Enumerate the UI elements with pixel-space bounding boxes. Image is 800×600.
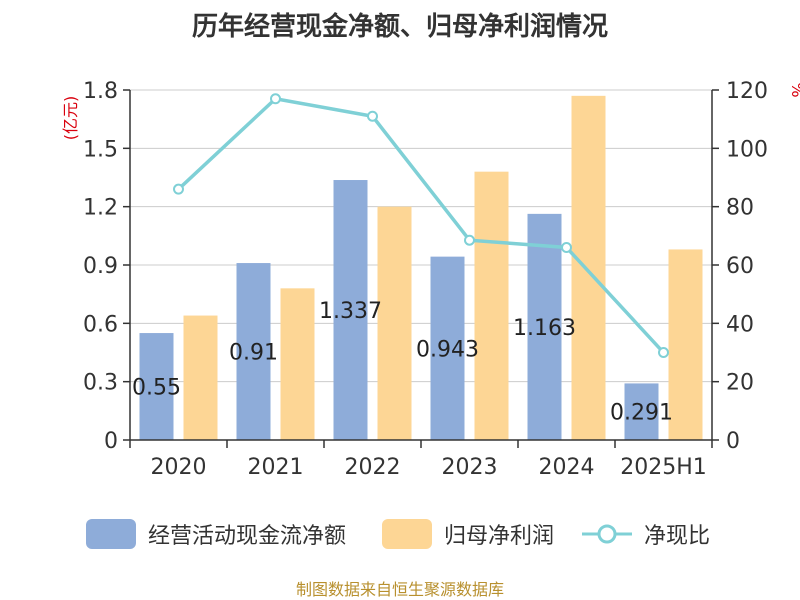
- y-right-tick-label: 80: [726, 196, 754, 221]
- y-left-tick-label: 1.8: [83, 79, 118, 104]
- data-label-cashflow: 1.337: [319, 299, 382, 324]
- y-left-tick-label: 0.9: [83, 254, 118, 279]
- y-right-tick-label: 20: [726, 371, 754, 396]
- y-left-tick-label: 0.3: [83, 371, 118, 396]
- chart-title: 历年经营现金净额、归母净利润情况: [191, 12, 608, 42]
- y-left-tick-label: 1.2: [83, 196, 118, 221]
- legend-item-profit[interactable]: 归母净利润: [382, 512, 554, 556]
- ratio-point: [561, 242, 572, 253]
- legend-label-ratio: 净现比: [644, 524, 711, 549]
- ratio-point: [173, 183, 184, 195]
- y-right-tick-label: 40: [726, 312, 754, 337]
- ratio-point: [270, 93, 281, 105]
- x-tick-label: 2025H1: [620, 455, 707, 480]
- x-tick-label: 2020: [151, 455, 207, 480]
- x-tick-label: 2023: [442, 455, 498, 480]
- data-label-cashflow: 0.291: [610, 401, 673, 426]
- y-left-unit: (亿元): [61, 96, 80, 141]
- legend: 经营活动现金流净额 归母净利润 净现比: [0, 512, 800, 556]
- legend-swatch-cashflow: [86, 519, 136, 549]
- y-right-unit: %: [788, 82, 800, 97]
- x-tick-label: 2024: [539, 455, 595, 480]
- data-label-cashflow: 0.55: [132, 376, 181, 401]
- x-tick-label: 2022: [345, 455, 401, 480]
- legend-label-cashflow: 经营活动现金流净额: [148, 524, 347, 549]
- bar-profit: [668, 249, 703, 440]
- y-right-tick-label: 100: [726, 137, 768, 162]
- y-left-tick-label: 1.5: [83, 137, 118, 162]
- y-left-tick-label: 0: [104, 429, 118, 454]
- bar-profit: [280, 288, 315, 440]
- bar-cashflow: [333, 180, 368, 440]
- y-right-tick-label: 0: [726, 429, 740, 454]
- bar-cashflow: [139, 333, 174, 440]
- legend-item-cashflow[interactable]: 经营活动现金流净额: [86, 512, 346, 556]
- bar-cashflow: [236, 263, 271, 440]
- bar-profit: [474, 171, 509, 440]
- x-tick-label: 2021: [248, 455, 304, 480]
- legend-swatch-profit: [382, 519, 432, 549]
- ratio-point: [367, 110, 378, 122]
- bar-profit: [377, 206, 412, 440]
- bar-profit: [183, 315, 218, 440]
- legend-label-profit: 归母净利润: [444, 524, 555, 549]
- legend-swatch-ratio: [582, 524, 632, 544]
- data-label-cashflow: 1.163: [513, 316, 576, 341]
- bar-cashflow: [430, 256, 465, 440]
- bar-cashflow: [527, 213, 562, 440]
- data-label-cashflow: 0.91: [229, 341, 278, 366]
- bar-profit: [571, 95, 606, 440]
- ratio-point: [658, 347, 669, 358]
- bar-cashflow: [624, 383, 659, 440]
- source-footnote: 制图数据来自恒生聚源数据库: [295, 580, 504, 599]
- y-right-tick-label: 60: [726, 254, 754, 279]
- y-right-tick-label: 120: [726, 79, 768, 104]
- legend-item-ratio[interactable]: 净现比: [582, 512, 710, 556]
- ratio-line: [177, 96, 665, 354]
- ratio-point: [464, 234, 475, 246]
- data-label-cashflow: 0.943: [416, 337, 479, 362]
- y-left-tick-label: 0.6: [83, 312, 118, 337]
